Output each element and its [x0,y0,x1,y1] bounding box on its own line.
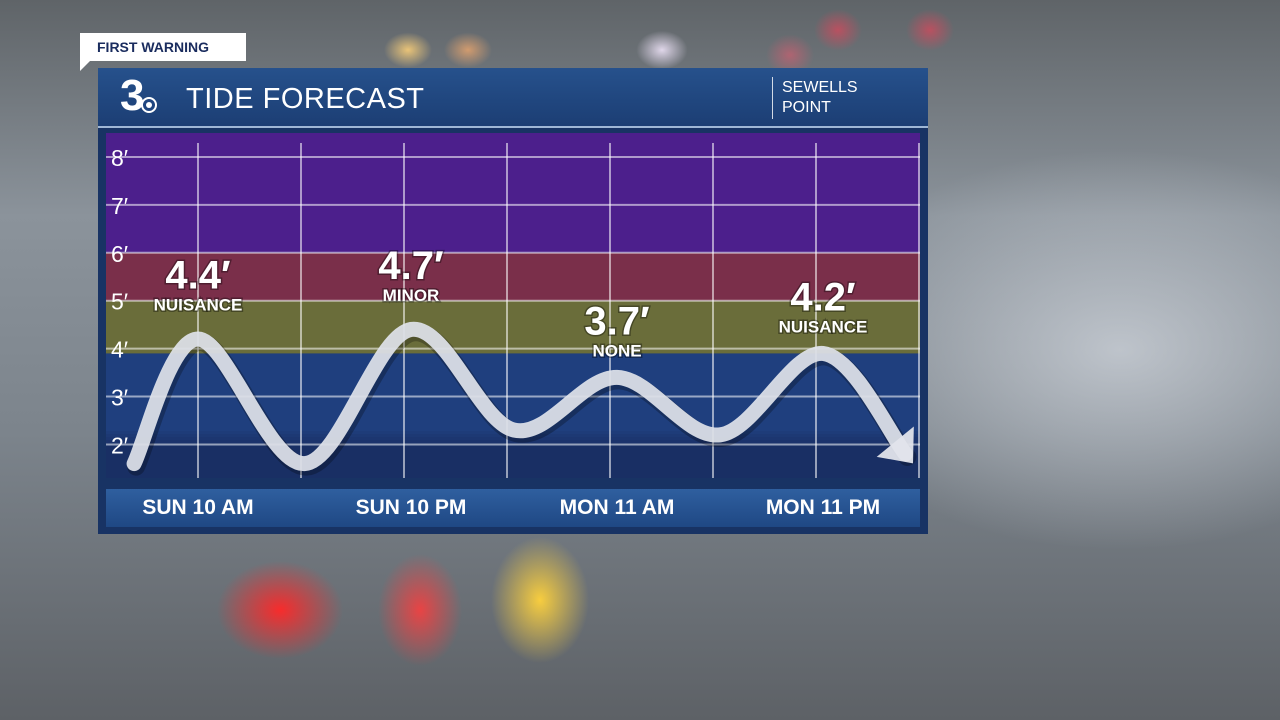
peak-height-label: 4.2′ [790,275,855,319]
x-axis-bar [106,489,920,527]
band-moderate [106,133,920,253]
first-warning-tag: FIRST WARNING [80,33,246,61]
band-shade [106,440,920,478]
tag-tail [80,61,90,71]
tide-chart: 2′3′4′5′6′7′8′4.4′NUISANCE4.7′MINOR3.7′N… [106,133,920,478]
band-nuisance [106,300,920,354]
station-logo: 3 [120,71,145,120]
arrow-head [876,426,914,464]
band-shade [106,443,920,478]
band-shade [106,434,920,478]
flood-level-label: MINOR [383,286,440,305]
band-shade [106,446,920,478]
x-tick-label: SUN 10 PM [355,496,467,519]
peak-height-label: 4.7′ [378,244,443,288]
y-tick-label: 7′ [111,193,128,219]
y-tick-label: 5′ [111,289,128,315]
x-tick-label: MON 11 PM [765,496,881,519]
eye-icon [141,97,157,113]
header-divider [772,77,773,119]
x-tick-label: MON 11 AM [559,496,675,519]
y-tick-label: 3′ [111,385,128,411]
y-tick-label: 6′ [111,241,128,267]
flood-level-label: NONE [592,341,641,360]
y-tick-label: 2′ [111,432,128,458]
title-bar [98,68,928,128]
band-shade [106,431,920,478]
location-label: SEWELLS POINT [782,79,858,116]
x-tick-label: SUN 10 AM [142,496,254,519]
band-minor [106,252,920,301]
flood-level-label: NUISANCE [154,296,243,315]
y-tick-label: 8′ [111,145,128,171]
peak-height-label: 4.4′ [165,254,230,298]
flood-level-label: NUISANCE [779,317,868,336]
peak-height-label: 3.7′ [584,299,649,343]
page-title: TIDE FORECAST [186,83,425,115]
y-tick-label: 4′ [111,337,128,363]
tide-curve [126,321,913,472]
